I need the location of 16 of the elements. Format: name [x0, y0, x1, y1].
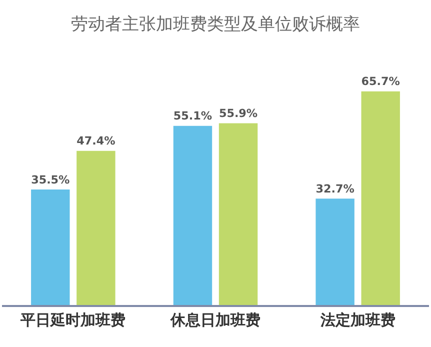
data-label: 65.7%: [361, 75, 400, 88]
bar: [361, 91, 400, 305]
data-label: 55.1%: [173, 110, 212, 123]
chart-title: 劳动者主张加班费类型及单位败诉概率: [71, 14, 360, 34]
bar: [316, 198, 354, 305]
bar: [76, 150, 116, 305]
x-tick-label: 法定加班费: [319, 310, 396, 329]
bar: [31, 190, 70, 305]
x-tick-label: 平日延时加班费: [20, 310, 126, 329]
data-label: 55.9%: [218, 107, 258, 120]
bar: [173, 126, 212, 305]
x-tick-label: 休息日加班费: [170, 310, 260, 329]
data-label: 47.4%: [76, 134, 116, 148]
data-label: 32.7%: [316, 182, 354, 196]
bar: [218, 123, 258, 305]
data-label: 35.5%: [31, 173, 70, 186]
